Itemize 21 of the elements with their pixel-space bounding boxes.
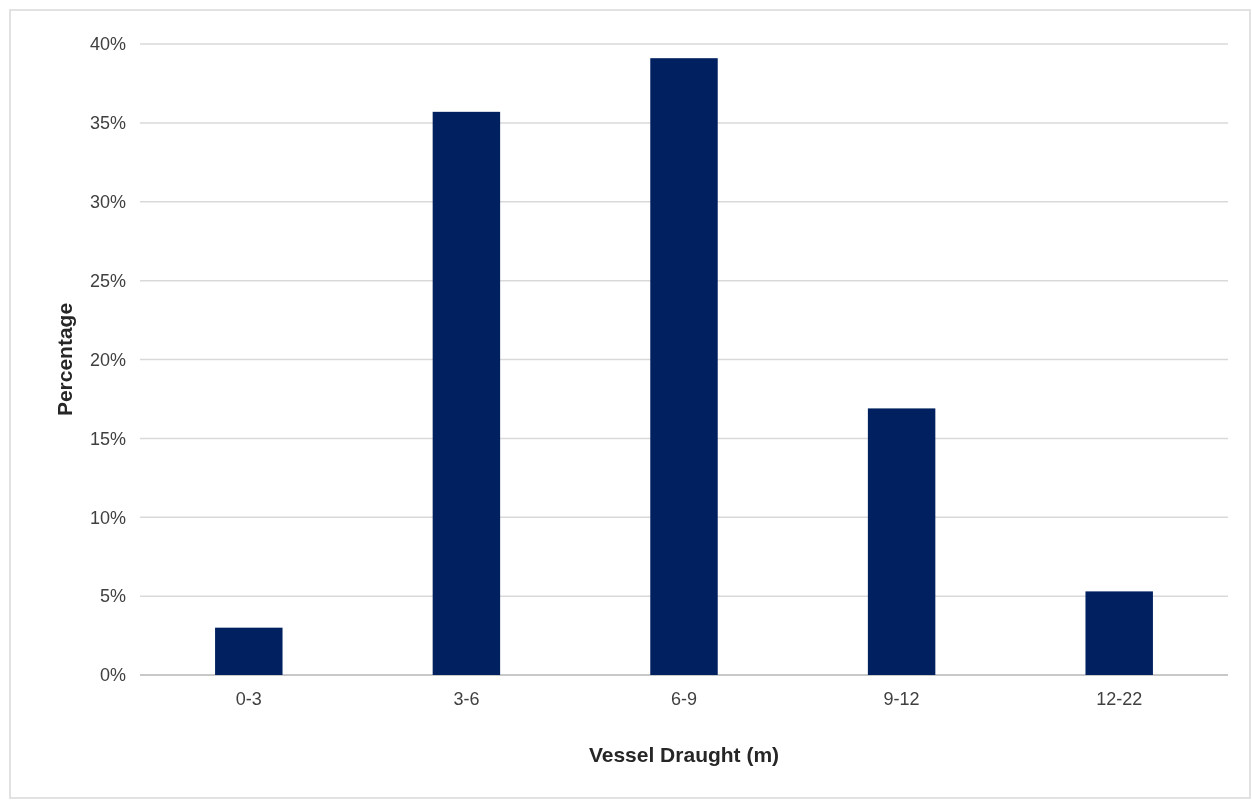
x-tick-label: 0-3 bbox=[235, 689, 262, 709]
y-tick-label: 20% bbox=[89, 349, 126, 370]
y-tick-label: 0% bbox=[99, 665, 126, 686]
y-tick-label: 40% bbox=[89, 34, 126, 55]
y-tick-label: 30% bbox=[89, 192, 126, 213]
y-tick-label: 10% bbox=[89, 507, 126, 528]
bar bbox=[215, 627, 283, 675]
y-tick-label: 15% bbox=[89, 428, 126, 449]
x-tick-label: 6-9 bbox=[670, 689, 698, 709]
bar bbox=[650, 58, 718, 675]
x-tick-label: 3-6 bbox=[453, 689, 480, 709]
x-axis-title: Vessel Draught (m) bbox=[588, 743, 780, 766]
x-tick-label: 12-22 bbox=[1096, 689, 1143, 709]
x-tick-label: 9-12 bbox=[883, 689, 920, 709]
bar bbox=[432, 111, 501, 675]
bar bbox=[1085, 591, 1153, 675]
bar bbox=[867, 408, 936, 675]
y-axis-title: Percentage bbox=[53, 302, 76, 417]
y-tick-label: 35% bbox=[89, 113, 126, 134]
y-tick-label: 25% bbox=[89, 270, 126, 291]
y-tick-label: 5% bbox=[99, 586, 126, 607]
